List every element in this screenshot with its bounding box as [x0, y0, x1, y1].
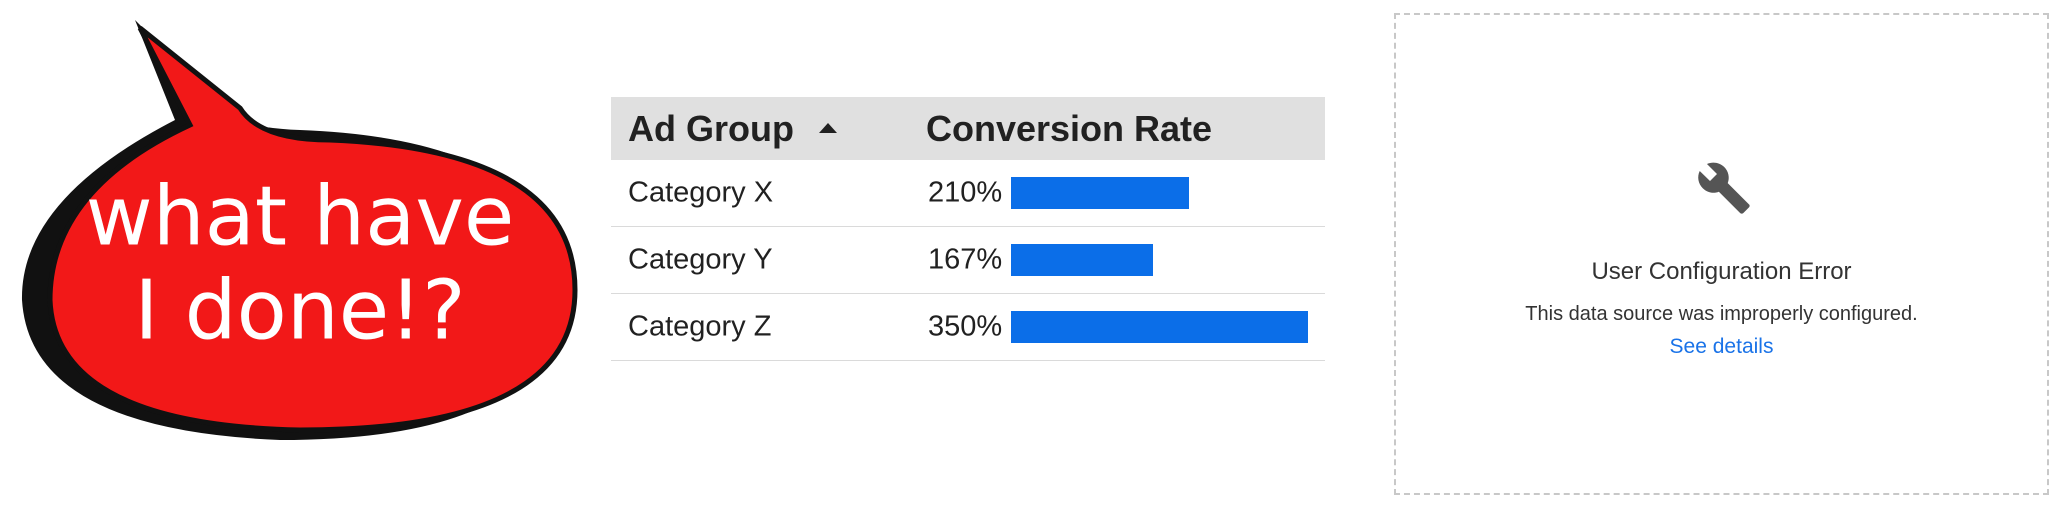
table-body: Category X 210% Category Y 167% Category Z 35…: [611, 160, 1325, 361]
table: Ad Group Conversion Rate Category X 210% C…: [611, 97, 1325, 361]
error-message: This data source was improperly configur…: [1525, 303, 1918, 325]
row-label: Category Z: [628, 310, 772, 343]
column-header[interactable]: Ad Group: [628, 107, 794, 149]
value-label: 350%: [928, 310, 1003, 343]
table-row: Category X 210%: [611, 160, 1325, 227]
bar: [1011, 177, 1190, 209]
bar: [1011, 311, 1308, 343]
wrench-icon: [1698, 162, 1750, 214]
speech-bubble: what have I done!?: [21, 20, 578, 440]
table-row: Category Y 167%: [611, 227, 1325, 294]
value-label: 167%: [928, 243, 1003, 276]
table-row: Category Z 350%: [611, 294, 1325, 361]
details-link[interactable]: See details: [1669, 335, 1774, 358]
error-title: User Configuration Error: [1591, 258, 1852, 285]
sort-icon: [819, 123, 837, 133]
table-header: Ad Group Conversion Rate: [611, 97, 1325, 160]
column-header[interactable]: Conversion Rate: [926, 107, 1213, 149]
error-panel: User Configuration Error This data sourc…: [1394, 13, 2049, 495]
row-label: Category Y: [628, 243, 773, 276]
bar: [1011, 244, 1153, 276]
bubble-line: I done!?: [134, 263, 465, 358]
bubble-line: what have: [86, 169, 515, 264]
row-label: Category X: [628, 176, 774, 209]
bubble-body: [47, 26, 578, 433]
value-label: 210%: [928, 176, 1003, 209]
